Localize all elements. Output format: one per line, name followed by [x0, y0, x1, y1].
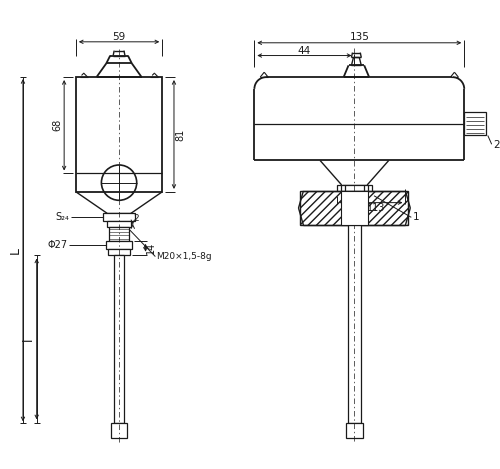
Bar — [76, 77, 162, 192]
Bar — [346, 423, 363, 438]
Bar — [108, 221, 131, 227]
Text: 44: 44 — [298, 45, 311, 56]
Text: M20×1,5-8g: M20×1,5-8g — [156, 252, 212, 261]
Text: 2: 2 — [494, 140, 500, 150]
Text: 2: 2 — [134, 214, 140, 223]
Text: 59: 59 — [112, 32, 126, 42]
Bar — [106, 241, 132, 249]
Bar — [114, 255, 124, 423]
Bar — [110, 227, 129, 241]
Text: S₂₄: S₂₄ — [56, 212, 69, 222]
Text: L: L — [8, 247, 22, 254]
Text: l: l — [22, 337, 36, 340]
Text: Φ27: Φ27 — [48, 240, 68, 250]
Bar — [464, 112, 486, 136]
FancyBboxPatch shape — [300, 191, 408, 225]
Text: 135: 135 — [350, 32, 370, 42]
Text: 14: 14 — [146, 242, 156, 254]
Bar — [111, 423, 127, 438]
Bar — [104, 213, 135, 221]
Bar — [348, 225, 362, 423]
Bar — [337, 185, 372, 193]
Text: 68: 68 — [52, 119, 62, 131]
Text: 1: 1 — [413, 212, 420, 222]
Bar — [300, 191, 408, 225]
Bar — [108, 249, 130, 255]
Text: 113: 113 — [367, 203, 385, 212]
Bar — [340, 191, 368, 225]
Text: 81: 81 — [176, 129, 186, 141]
